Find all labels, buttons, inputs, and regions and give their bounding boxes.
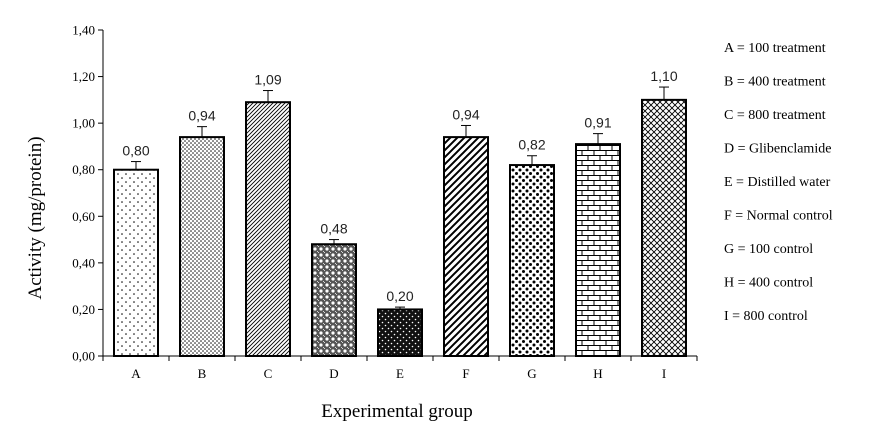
legend-entry: I = 800 control [724,309,808,324]
x-tick-label: C [264,366,273,381]
x-tick-label: F [462,366,469,381]
data-label: 0,94 [188,108,215,124]
legend-entry: B = 400 treatment [724,75,826,90]
y-tick-label: 0,40 [72,255,95,270]
data-label: 0,80 [122,143,149,159]
x-tick-label: G [527,366,536,381]
y-tick-label: 1,20 [72,69,95,84]
data-label: 0,20 [386,288,413,304]
bar-G [509,164,555,357]
y-tick-label: 0,80 [72,162,95,177]
bar-B [179,136,225,357]
legend-entry: F = Normal control [724,209,833,224]
data-label: 0,91 [584,115,611,131]
legend-entry: H = 400 control [724,276,813,291]
bar-I [641,98,687,357]
bar-A [113,168,159,357]
x-tick-label: H [593,366,602,381]
data-label: 0,82 [518,137,545,153]
y-axis: 0,00 0,20 0,40 0,60 0,80 1,00 1,20 1,40 [72,23,104,364]
y-tick-label: 0,00 [72,349,95,364]
x-tick-label: B [198,366,207,381]
y-tick-label: 0,60 [72,209,95,224]
legend-entry: C = 800 treatment [724,108,826,123]
data-label: 0,48 [320,221,347,237]
bars: 0,80 0,94 1,09 0,48 0,20 0,94 0,82 0,91 1,10 [113,68,687,358]
bar-E [377,308,423,357]
y-axis-title: Activity (mg/protein) [25,136,46,299]
data-label: 1,09 [254,72,281,88]
bar-D [311,243,357,358]
legend: A = 100 treatment B = 400 treatment C = 80… [724,41,833,324]
bar-C [245,101,291,357]
legend-entry: D = Glibenclamide [724,142,831,157]
bar-F [443,136,489,357]
y-tick-label: 1,00 [72,116,95,131]
x-axis-title: Experimental group [321,401,472,422]
x-tick-label: E [396,366,404,381]
x-axis: A B C D E F G H I [102,355,698,381]
legend-entry: G = 100 control [724,242,813,257]
bar-H [575,143,621,357]
x-tick-label: D [329,366,338,381]
legend-entry: E = Distilled water [724,175,831,190]
data-label: 0,94 [452,106,479,122]
y-tick-label: 0,20 [72,302,95,317]
x-tick-label: I [662,366,666,381]
y-tick-label: 1,40 [72,23,95,38]
legend-entry: A = 100 treatment [724,41,826,56]
data-label: 1,10 [650,68,677,84]
x-tick-label: A [131,366,141,381]
